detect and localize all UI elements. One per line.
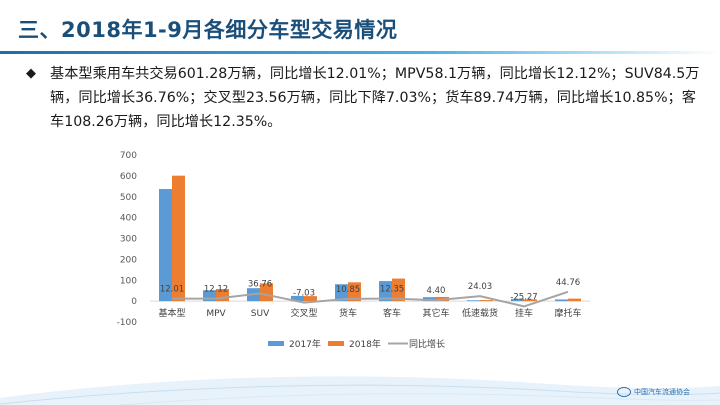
bar-2018: [480, 300, 493, 302]
x-category-label: 基本型: [158, 307, 185, 319]
bar-2018: [172, 175, 185, 302]
y-tick-label: 0: [131, 297, 137, 307]
bar-2017: [511, 298, 524, 302]
growth-data-label: 36.76: [248, 279, 272, 289]
legend-label: 2017年: [289, 338, 321, 350]
x-category-label: 客车: [383, 307, 401, 319]
y-tick-label: -100: [117, 318, 138, 328]
x-category-label: MPV: [206, 309, 226, 319]
bar-2017: [555, 299, 568, 302]
bar-2018: [260, 283, 273, 302]
y-tick-label: 600: [120, 172, 137, 182]
growth-data-label: -7.03: [293, 289, 315, 299]
growth-data-label: 4.40: [427, 286, 446, 296]
bar-2017: [291, 295, 304, 302]
association-logo-icon: [617, 387, 631, 397]
growth-data-label: 12.35: [380, 285, 404, 295]
footer-logo: 中国汽车流通协会: [617, 387, 690, 397]
bar-2018: [392, 278, 405, 302]
bar-2017: [379, 281, 392, 302]
growth-data-label: 12.01: [160, 285, 184, 295]
growth-data-label: 44.76: [556, 278, 580, 288]
x-category-label: 低速载货: [462, 307, 498, 319]
bar-2017: [159, 189, 172, 302]
growth-data-label: 12.12: [204, 285, 228, 295]
title-divider: [0, 51, 720, 54]
legend-swatch-2017: [268, 341, 284, 346]
y-tick-label: 400: [120, 214, 137, 224]
bar-2018: [304, 296, 317, 302]
summary-bullet-text: 基本型乘用车共交易601.28万辆，同比增长12.01%；MPV58.1万辆，同…: [50, 66, 700, 130]
footer-logo-text: 中国汽车流通协会: [634, 388, 690, 396]
legend-label: 2018年: [349, 338, 381, 350]
bar-2017: [467, 300, 480, 302]
x-category-label: 其它车: [422, 307, 449, 319]
y-tick-label: 300: [120, 235, 137, 245]
bar-2017: [335, 284, 348, 302]
x-category-label: 交叉型: [290, 307, 317, 319]
x-category-label: 挂车: [515, 307, 533, 319]
legend-swatch-2018: [328, 341, 344, 346]
growth-data-label: -25.27: [510, 292, 537, 302]
bar-2018: [568, 298, 581, 302]
y-tick-label: 200: [120, 255, 137, 265]
x-category-label: 货车: [339, 307, 357, 319]
slide-title: 三、2018年1-9月各细分车型交易情况: [18, 18, 398, 42]
bar-2018: [524, 299, 537, 302]
diamond-bullet-icon: ◆: [26, 66, 36, 81]
x-category-label: 摩托车: [554, 307, 581, 319]
bar-2018: [348, 282, 361, 302]
growth-data-label: 10.85: [336, 285, 360, 295]
bar-2017: [203, 290, 216, 302]
legend-label: 同比增长: [409, 338, 445, 350]
y-tick-label: 700: [120, 151, 137, 161]
y-tick-label: 500: [120, 193, 137, 203]
growth-rate-line: [171, 290, 569, 308]
y-tick-label: 100: [120, 276, 137, 286]
x-category-label: SUV: [251, 309, 270, 319]
growth-data-label: 24.03: [468, 282, 492, 292]
footer-wave-decoration: [0, 376, 720, 405]
